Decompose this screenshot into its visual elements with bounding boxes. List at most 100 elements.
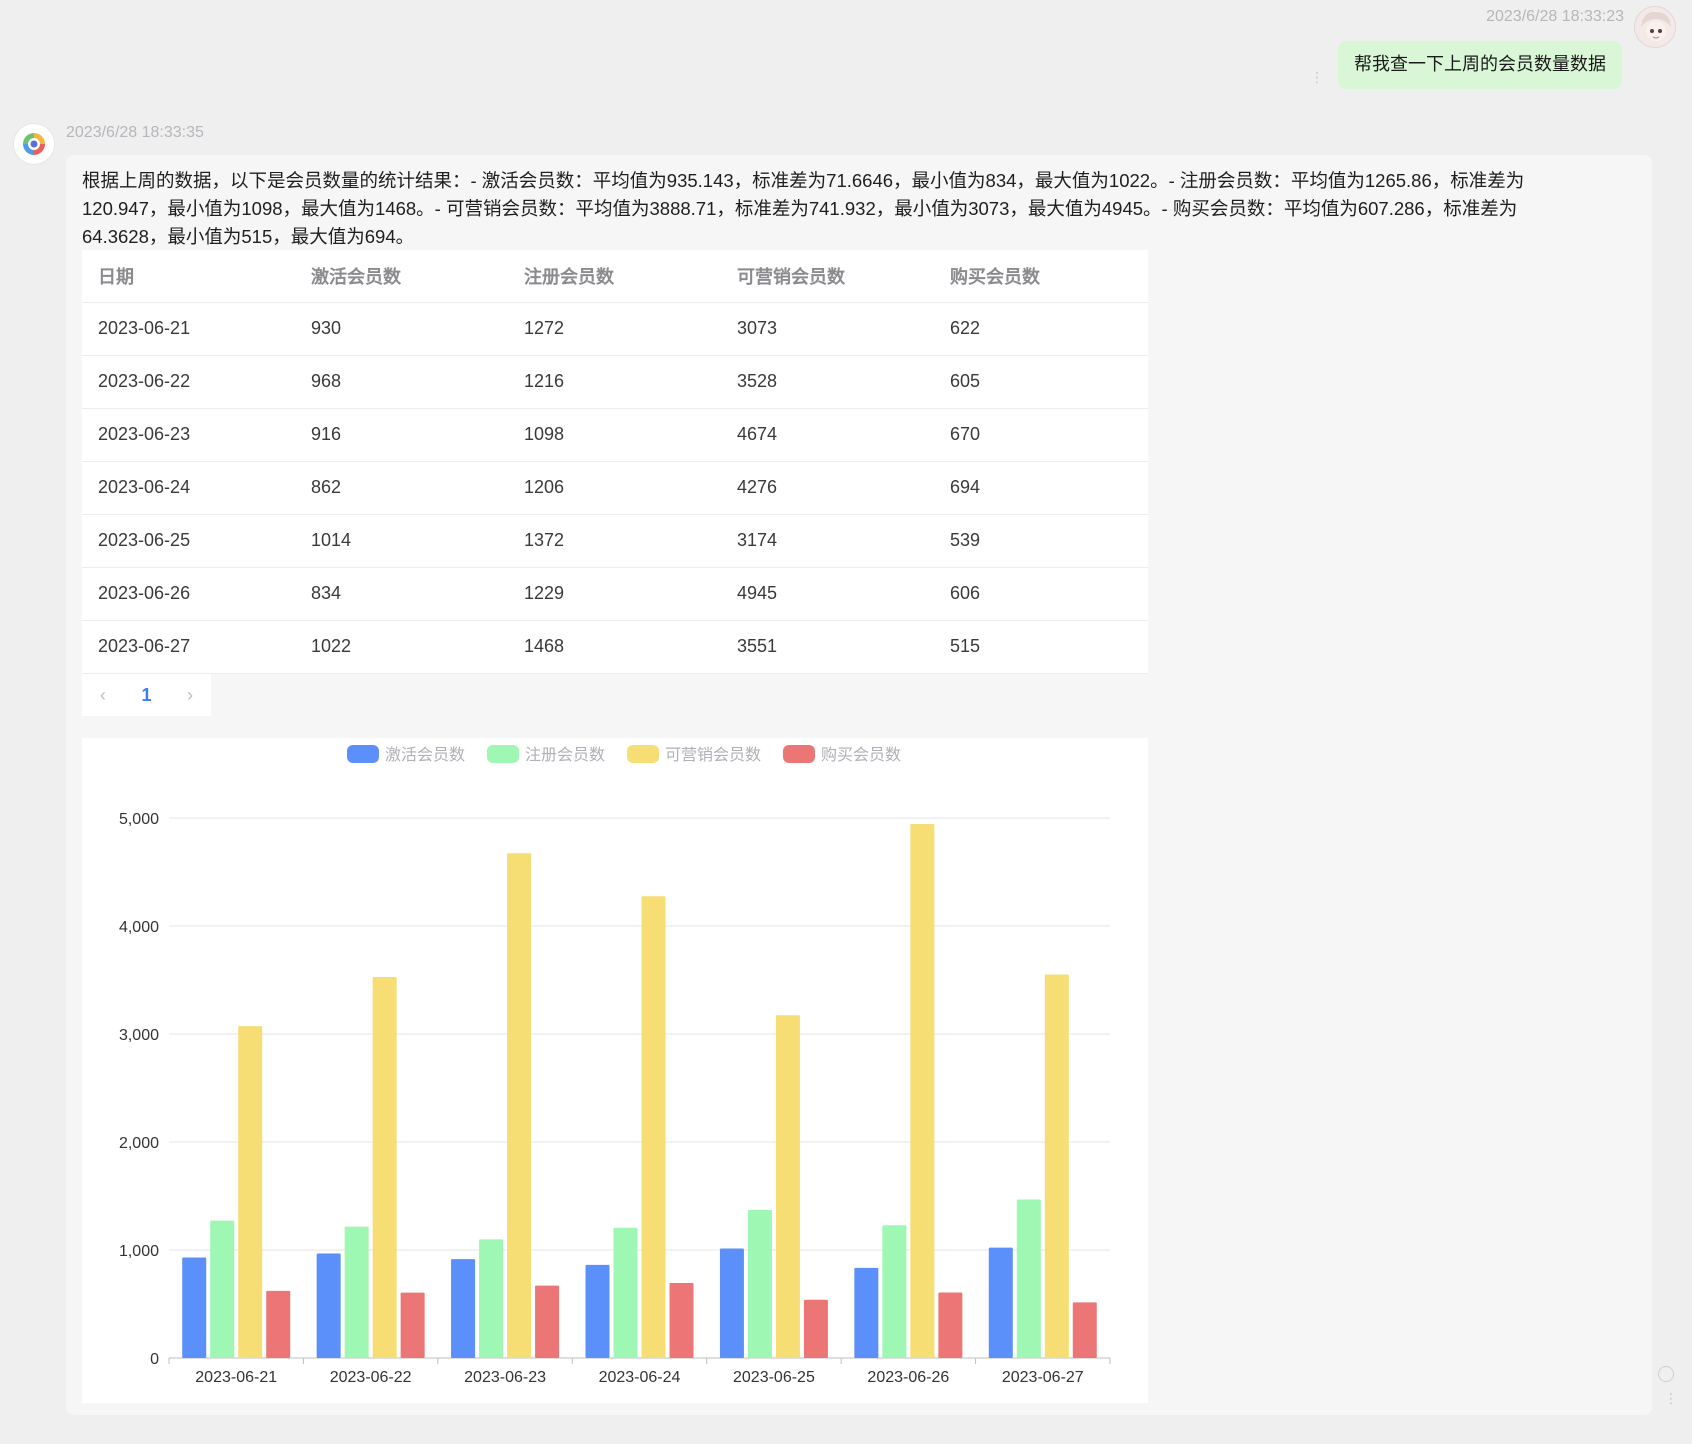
chart-bar — [1072, 1302, 1097, 1358]
table-cell: 1098 — [508, 408, 721, 462]
table-cell: 1206 — [508, 461, 721, 515]
column-header-purchased[interactable]: 购买会员数 — [934, 250, 1148, 303]
table-row: 2023-06-22 968 1216 3528 605 — [82, 355, 1148, 409]
next-page-button[interactable]: › — [187, 684, 194, 705]
table-cell: 1372 — [508, 514, 721, 568]
table-cell: 2023-06-21 — [82, 302, 295, 356]
table-cell: 4276 — [721, 461, 934, 515]
table-cell: 862 — [295, 461, 508, 515]
chart-bar — [1044, 974, 1069, 1358]
assistant-logo-icon — [22, 132, 46, 156]
legend-label: 购买会员数 — [821, 746, 901, 764]
table-cell: 2023-06-22 — [82, 355, 295, 409]
column-header-activated[interactable]: 激活会员数 — [295, 250, 508, 303]
column-header-registered[interactable]: 注册会员数 — [508, 250, 721, 303]
table-cell: 1468 — [508, 620, 721, 674]
x-tick-label: 2023-06-22 — [330, 1369, 412, 1386]
table-cell: 605 — [934, 355, 1148, 409]
table-cell: 4945 — [721, 567, 934, 621]
y-tick-label: 1,000 — [119, 1243, 159, 1260]
table-cell: 515 — [934, 620, 1148, 674]
y-tick-label: 4,000 — [119, 919, 159, 936]
y-tick-label: 0 — [150, 1351, 159, 1368]
chart-bar — [372, 976, 397, 1358]
x-tick-label: 2023-06-23 — [464, 1369, 546, 1386]
chart-bar — [669, 1283, 694, 1358]
table-cell: 2023-06-25 — [82, 514, 295, 568]
chart-bar — [238, 1026, 263, 1358]
chart-bar — [1016, 1199, 1041, 1358]
table-row: 2023-06-25 1014 1372 3174 539 — [82, 514, 1148, 568]
chart-bar — [747, 1209, 772, 1358]
chart-bar — [479, 1239, 504, 1358]
x-tick-label: 2023-06-27 — [1002, 1369, 1084, 1386]
x-tick-label: 2023-06-25 — [733, 1369, 815, 1386]
chart-bar — [803, 1299, 828, 1358]
bot-message-time: 2023/6/28 18:33:35 — [66, 124, 204, 141]
table-row: 2023-06-27 1022 1468 3551 515 — [82, 620, 1148, 674]
chart-canvas: 0 1,000 2,000 3,000 4,000 5,000 2023-06-21 2023… — [119, 745, 1111, 1386]
legend-label: 注册会员数 — [525, 746, 605, 764]
chart-bar — [938, 1292, 963, 1358]
chart-bar — [585, 1264, 610, 1358]
table-cell: 3073 — [721, 302, 934, 356]
table-cell: 622 — [934, 302, 1148, 356]
legend-label: 可营销会员数 — [665, 746, 761, 764]
prev-page-button[interactable]: ‹ — [99, 684, 106, 705]
page-number-current[interactable]: 1 — [141, 684, 152, 705]
table-cell: 916 — [295, 408, 508, 462]
user-message: 2023/6/28 18:33:23 帮我查一下上周的会员数量数据 ⋮ — [0, 0, 1692, 100]
table-cell: 1216 — [508, 355, 721, 409]
table-cell: 2023-06-24 — [82, 461, 295, 515]
y-tick-label: 5,000 — [119, 811, 159, 828]
table-cell: 4674 — [721, 408, 934, 462]
chart-bar — [182, 1257, 207, 1358]
table-cell: 930 — [295, 302, 508, 356]
bot-message-bubble: 根据上周的数据，以下是会员数量的统计结果：- 激活会员数：平均值为935.143… — [66, 155, 1652, 1415]
chart-bar — [535, 1285, 560, 1358]
table-cell: 539 — [934, 514, 1148, 568]
user-message-bubble: 帮我查一下上周的会员数量数据 — [1338, 41, 1622, 89]
chart-bar — [775, 1015, 800, 1358]
bot-message-more-icon[interactable]: ⋮ — [1664, 1390, 1678, 1406]
chart-bar — [451, 1259, 476, 1358]
x-tick-label: 2023-06-24 — [599, 1369, 681, 1386]
table-cell: 2023-06-26 — [82, 567, 295, 621]
y-tick-label: 3,000 — [119, 1027, 159, 1044]
table-cell: 606 — [934, 567, 1148, 621]
table-cell: 968 — [295, 355, 508, 409]
bot-avatar — [13, 123, 55, 165]
user-message-time: 2023/6/28 18:33:23 — [1486, 8, 1624, 25]
table-cell: 834 — [295, 567, 508, 621]
bot-message-text: 根据上周的数据，以下是会员数量的统计结果：- 激活会员数：平均值为935.143… — [82, 170, 1525, 247]
chart-bar — [910, 823, 935, 1358]
x-tick-label: 2023-06-21 — [195, 1369, 277, 1386]
table-cell: 694 — [934, 461, 1148, 515]
table-cell: 670 — [934, 408, 1148, 462]
table-cell: 1229 — [508, 567, 721, 621]
user-message-more-icon[interactable]: ⋮ — [1310, 69, 1324, 85]
bar-chart: 0 1,000 2,000 3,000 4,000 5,000 2023-06-21 2023… — [82, 738, 1148, 1403]
pagination: ‹ 1 › — [82, 674, 211, 716]
table-cell: 1014 — [295, 514, 508, 568]
legend-swatch — [487, 745, 519, 763]
table-header-row: 日期 激活会员数 注册会员数 可营销会员数 购买会员数 — [82, 250, 1148, 303]
y-tick-label: 2,000 — [119, 1135, 159, 1152]
table-cell: 3528 — [721, 355, 934, 409]
table-cell: 2023-06-23 — [82, 408, 295, 462]
chart-bar — [507, 853, 532, 1358]
refresh-icon[interactable] — [1658, 1366, 1674, 1382]
chart-bar — [988, 1247, 1013, 1358]
table-row: 2023-06-23 916 1098 4674 670 — [82, 408, 1148, 462]
chart-bar — [316, 1253, 341, 1358]
table-cell: 3174 — [721, 514, 934, 568]
chart-bar — [400, 1292, 425, 1358]
chart-bar — [344, 1226, 369, 1358]
column-header-date[interactable]: 日期 — [82, 250, 295, 303]
legend-swatch — [783, 745, 815, 763]
table-cell: 3551 — [721, 620, 934, 674]
user-avatar[interactable] — [1634, 6, 1676, 48]
table-cell: 1272 — [508, 302, 721, 356]
column-header-marketable[interactable]: 可营销会员数 — [721, 250, 934, 303]
chart-bar — [854, 1267, 879, 1358]
